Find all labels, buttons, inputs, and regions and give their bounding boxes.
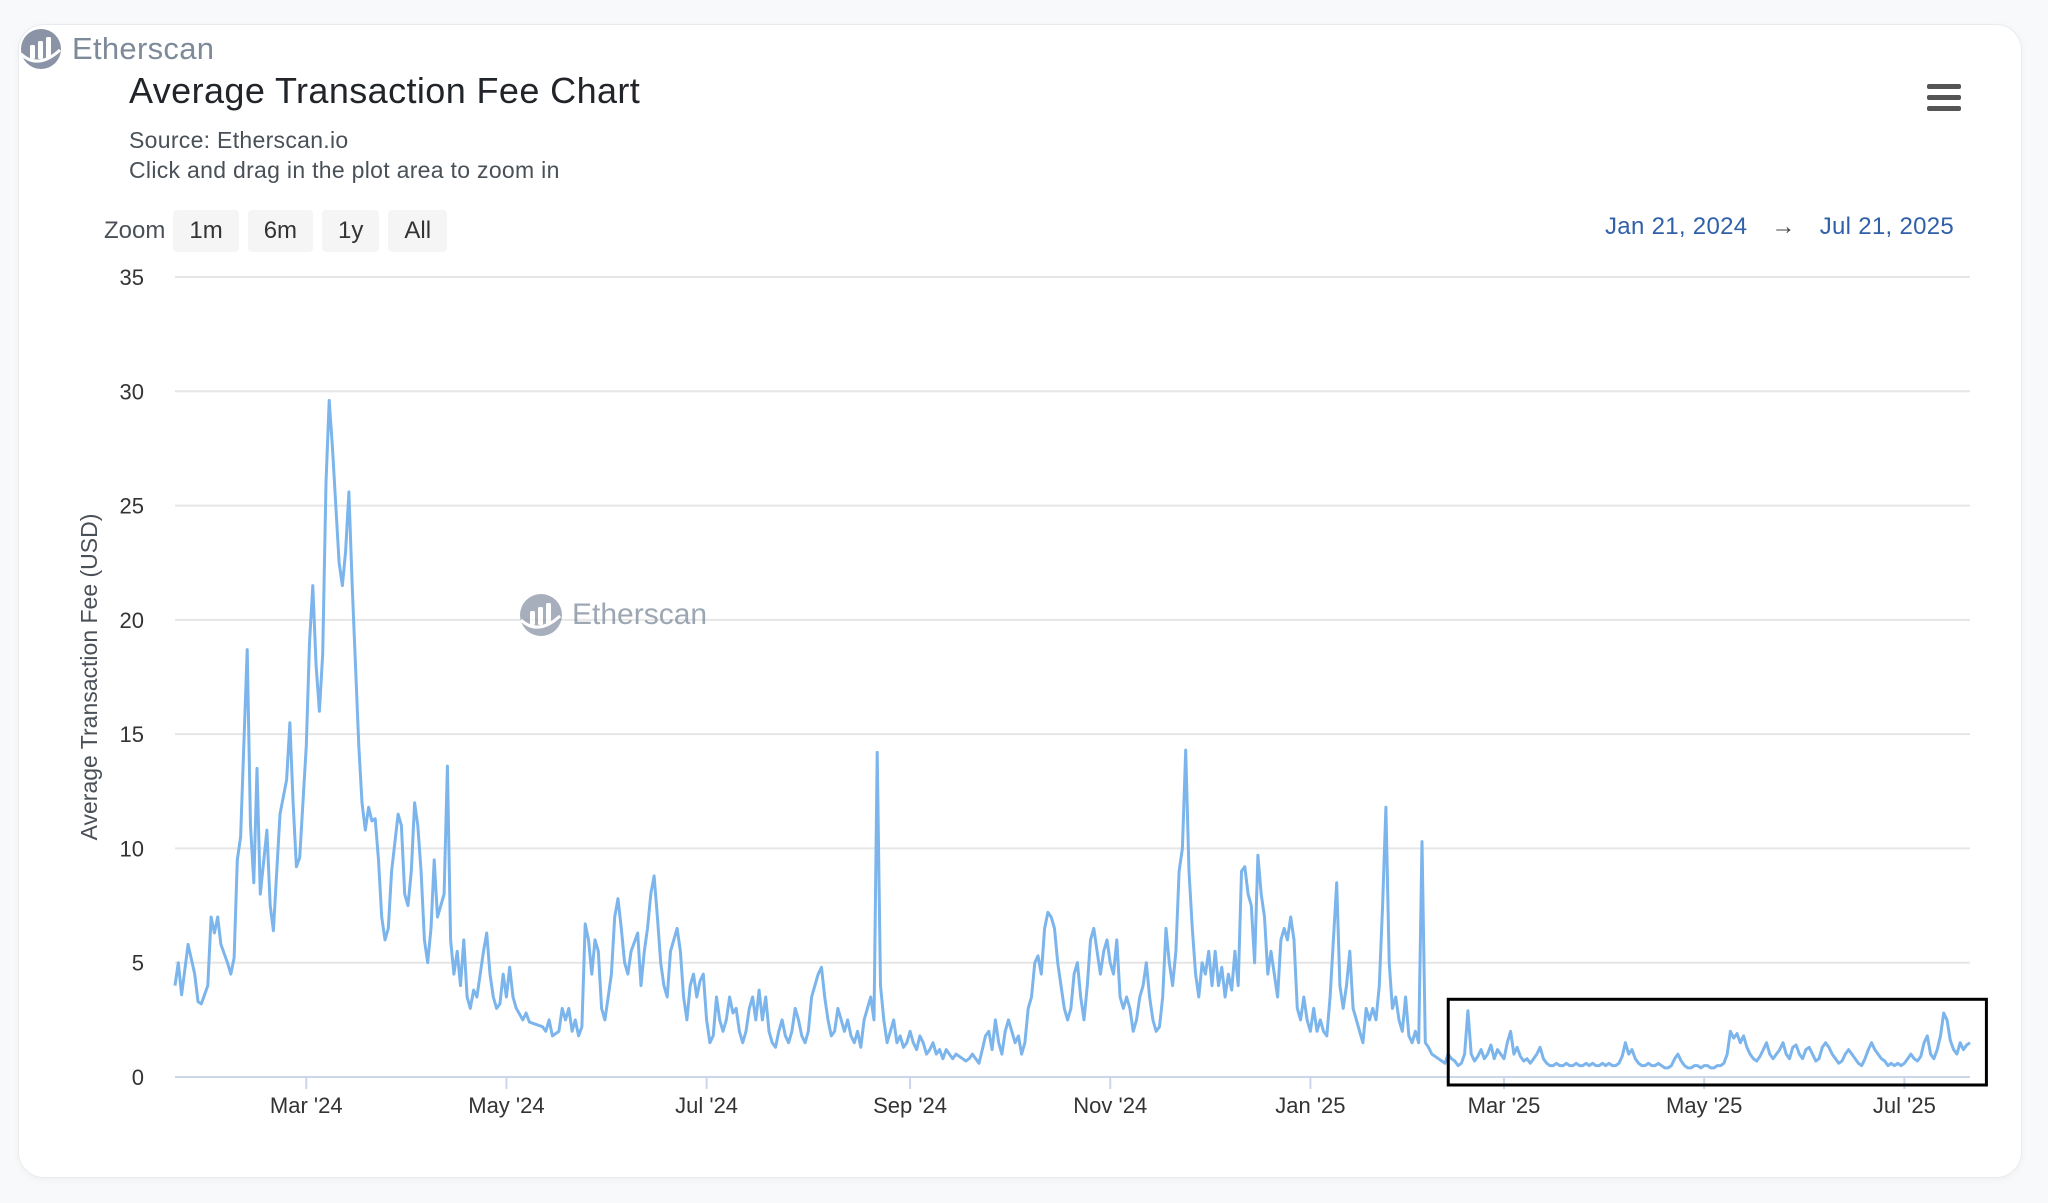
range-from[interactable]: Jan 21, 2024 [1605, 213, 1748, 240]
brand-logo: Etherscan [18, 26, 214, 72]
y-tick-label: 20 [120, 608, 144, 633]
y-tick-label: 5 [132, 951, 144, 976]
x-tick-label: Jul '24 [675, 1093, 738, 1118]
gridlines [175, 276, 1970, 964]
zoom-selector: Zoom 1m 6m 1y All [104, 210, 456, 252]
date-range: Jan 21, 2024 → Jul 21, 2025 [1605, 213, 1954, 241]
x-tick-label: Jan '25 [1275, 1093, 1345, 1118]
y-tick-label: 0 [132, 1065, 144, 1090]
zoom-button-1y[interactable]: 1y [322, 210, 380, 252]
zoom-button-6m[interactable]: 6m [247, 210, 314, 252]
x-axis-ticks: Mar '24 May '24 Jul '24 Sep '24 Nov '24 Jan '… [270, 1077, 1936, 1118]
watermark: Etherscan [519, 594, 707, 636]
zoom-button-all[interactable]: All [388, 210, 448, 252]
etherscan-logo-icon [19, 29, 62, 69]
range-arrow: → [1771, 213, 1796, 240]
y-tick-label: 10 [120, 836, 144, 861]
watermark-text: Etherscan [572, 598, 707, 631]
highlight-box [1446, 997, 1988, 1087]
x-tick-label: May '24 [468, 1093, 544, 1118]
etherscan-logo-icon [519, 594, 562, 636]
x-tick-label: Mar '24 [270, 1093, 343, 1118]
x-tick-label: May '25 [1666, 1093, 1742, 1118]
y-tick-label: 35 [120, 265, 144, 290]
chart-title: Average Transaction Fee Chart [129, 70, 641, 111]
zoom-label: Zoom [104, 217, 166, 244]
series-line [173, 398, 1971, 1070]
y-tick-label: 15 [120, 722, 144, 747]
y-axis-label: Average Transaction Fee (USD) [76, 514, 102, 841]
brand-name: Etherscan [72, 31, 215, 66]
zoom-button-1m[interactable]: 1m [173, 210, 239, 252]
x-tick-label: Mar '25 [1468, 1093, 1541, 1118]
y-tick-label: 30 [120, 379, 144, 404]
y-tick-label: 25 [120, 494, 144, 519]
chart-hint: Click and drag in the plot area to zoom … [129, 157, 560, 183]
x-tick-label: Sep '24 [873, 1093, 947, 1118]
hamburger-menu-icon[interactable] [1924, 84, 1964, 118]
x-tick-label: Jul '25 [1873, 1093, 1936, 1118]
chart-source: Source: Etherscan.io [129, 127, 349, 153]
x-tick-label: Nov '24 [1073, 1093, 1147, 1118]
y-axis-ticks: 0 5 10 15 20 25 30 35 [120, 265, 144, 1090]
range-to[interactable]: Jul 21, 2025 [1819, 213, 1955, 240]
